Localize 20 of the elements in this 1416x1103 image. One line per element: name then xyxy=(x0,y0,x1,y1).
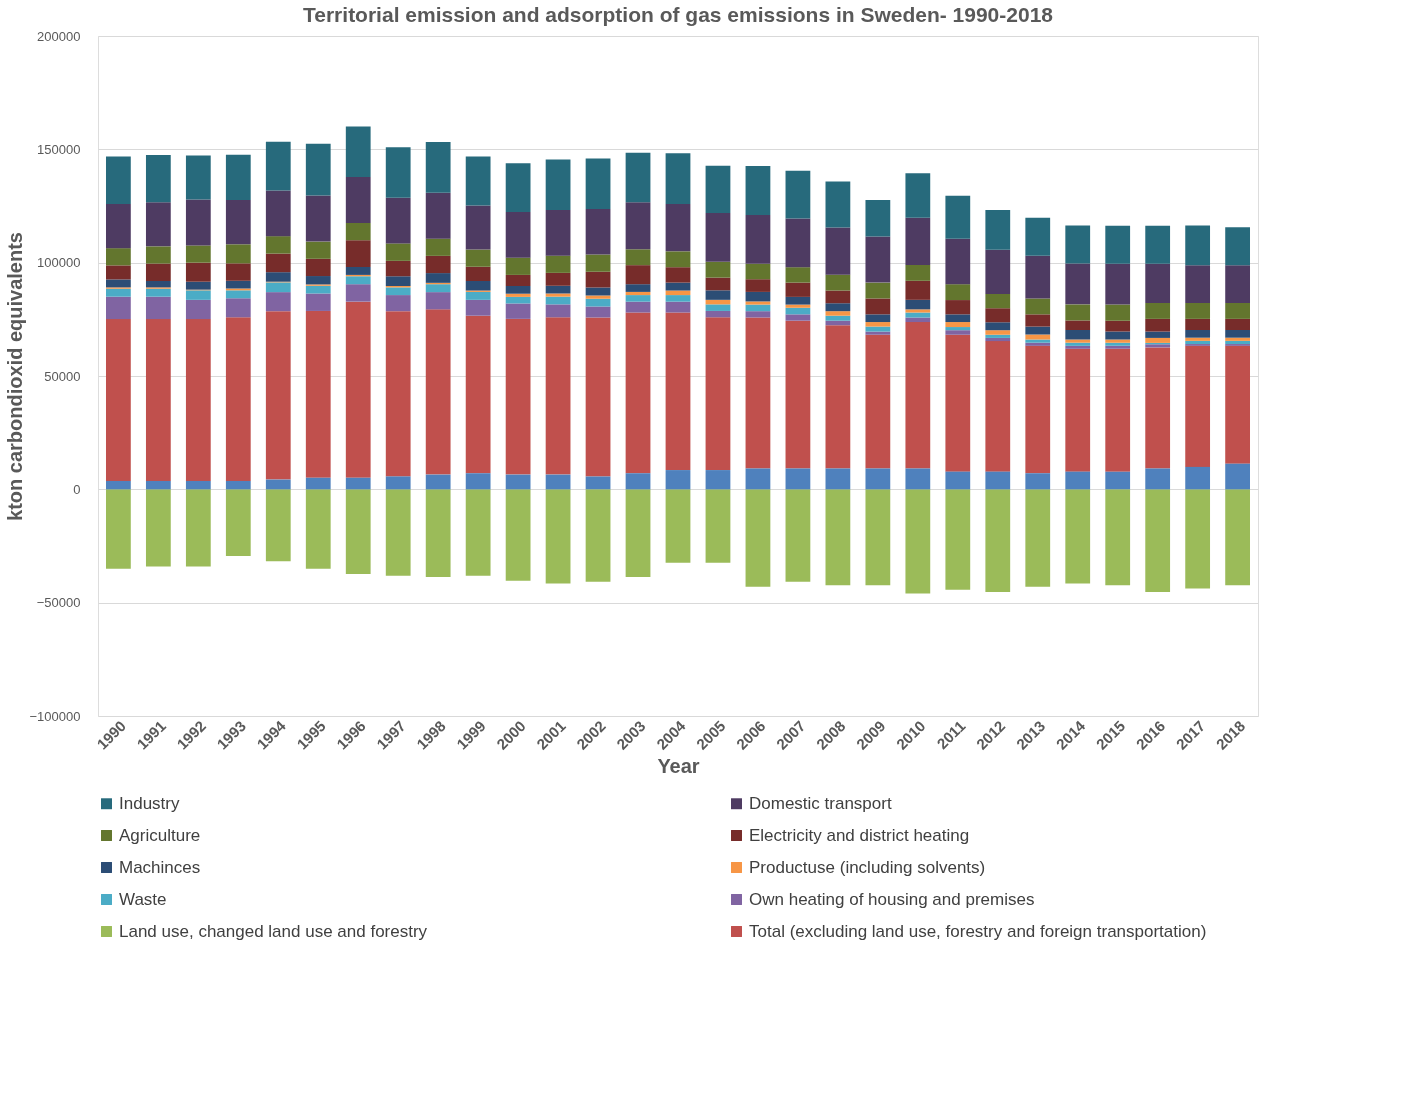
legend-label: Agriculture xyxy=(119,825,201,845)
y-tick-label: 200000 xyxy=(37,28,81,44)
legend-label: Productuse (including solvents) xyxy=(749,857,986,877)
legend-label: Electricity and district heating xyxy=(749,825,970,845)
legend-label: Industry xyxy=(119,793,180,813)
y-axis-title: kton carbondioxid equivalents xyxy=(3,232,26,521)
y-tick-label: 50000 xyxy=(44,368,81,384)
y-tick-label: −100000 xyxy=(29,708,81,724)
y-tick-label: 150000 xyxy=(37,141,81,157)
chart-title: Territorial emission and adsorption of gas emissions in Sweden- 1990-2018 xyxy=(302,3,1054,26)
y-tick-label: 0 xyxy=(73,481,81,497)
legend-label: Own heating of housing and premises xyxy=(749,889,1035,909)
legend-label: Machinces xyxy=(119,857,201,877)
legend-label: Waste xyxy=(119,889,167,909)
x-axis-title: Year xyxy=(657,754,700,777)
legend-label: Total (excluding land use, forestry and foreign transportation) xyxy=(749,921,1207,941)
y-tick-label: 100000 xyxy=(37,255,81,271)
legend-label: Domestic transport xyxy=(749,793,892,813)
legend-label: Land use, changed land use and forestry xyxy=(119,921,428,941)
y-tick-label: −50000 xyxy=(36,595,81,611)
